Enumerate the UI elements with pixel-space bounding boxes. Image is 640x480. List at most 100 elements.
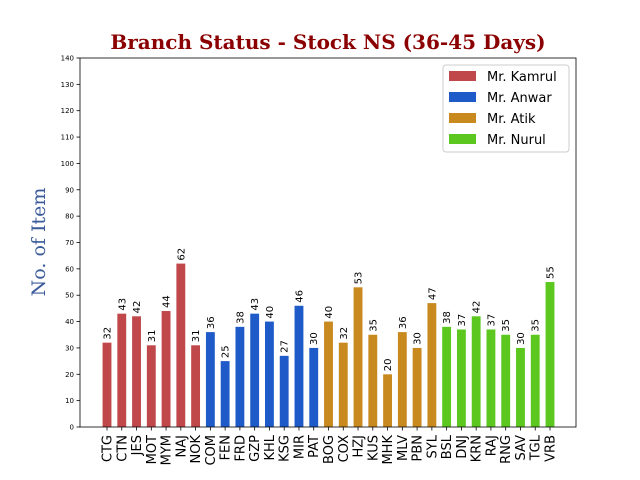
y-tick-label: 60 [65,265,74,273]
x-tick-label-syl: SYL [425,434,440,458]
bar-pbn [412,347,422,427]
value-label-nok: 31 [191,330,202,343]
x-tick-label-bsl: BSL [440,434,455,459]
y-tick-label: 140 [61,55,74,63]
value-label-pat: 30 [309,332,320,345]
x-tick-label-tgl: TGL [529,434,544,461]
x-tick-label-mym: MYM [160,435,175,465]
bar-fen [220,361,230,427]
bar-nok [191,345,201,427]
legend: Mr. Kamrul Mr. Anwar Mr. Atik Mr. Nurul [442,64,570,153]
bar-rng [501,334,511,427]
value-label-sav: 30 [516,332,527,345]
bar-mlv [397,332,407,427]
bar-mym [161,311,171,427]
value-label-bog: 40 [324,306,335,319]
bar-krn [471,316,481,427]
x-tick-label-pbn: PBN [411,435,426,461]
x-tick-label-ksg: KSG [278,435,293,462]
bar-bog [324,321,333,427]
value-label-naj: 62 [176,248,187,261]
value-label-raj: 37 [486,314,497,327]
x-tick-label-khl: KHL [263,434,278,460]
y-tick-label: 40 [65,318,74,326]
x-tick-label-dnj: DNJ [455,435,470,459]
x-tick-label-bog: BOG [322,435,337,464]
x-tick-label-gzp: GZP [248,435,263,462]
x-tick-label-fen: FEN [219,435,234,460]
bar-syl [427,303,437,427]
bar-ctn [117,313,127,427]
x-tick-label-rng: RNG [499,435,514,464]
value-label-mot: 31 [147,330,158,343]
value-label-com: 36 [206,316,217,329]
value-label-khl: 40 [265,306,276,319]
x-tick-label-raj: RAJ [484,435,499,456]
bar-ksg [279,355,289,427]
bar-mot [146,345,156,427]
bar-naj [176,263,186,427]
y-tick-label: 130 [61,81,74,89]
x-tick-label-mot: MOT [145,435,160,464]
legend-label-2: Mr. Anwar [487,91,552,106]
bar-tgl [530,334,540,427]
value-label-jes: 42 [132,301,143,314]
value-label-gzp: 43 [250,298,261,311]
bar-mir [294,305,304,427]
value-label-bsl: 38 [442,311,453,324]
value-label-syl: 47 [427,287,438,300]
value-label-mym: 44 [162,295,173,308]
x-tick-label-mhk: MHK [381,435,396,465]
x-tick-label-vrb: VRB [544,435,559,462]
bar-ctg [102,342,112,427]
value-label-rng: 35 [501,319,512,332]
value-label-hzj: 53 [354,272,365,285]
x-tick-label-mlv: MLV [396,435,411,461]
value-label-cox: 32 [339,327,350,340]
y-tick-label: 30 [65,344,74,352]
value-label-frd: 38 [235,311,246,324]
bar-vrb [545,282,555,427]
y-tick-label: 70 [65,239,74,247]
value-label-ksg: 27 [280,340,291,353]
x-tick-label-ctg: CTG [101,435,116,462]
x-tick-label-nok: NOK [189,435,204,464]
x-tick-label-krn: KRN [470,435,485,462]
bar-jes [132,316,141,427]
bar-com [205,332,215,427]
value-label-pbn: 30 [413,332,424,345]
value-label-kus: 35 [368,319,379,332]
x-tick-label-com: COM [204,435,219,466]
x-tick-label-jes: JES [130,435,145,456]
legend-swatch-4 [449,134,476,144]
x-tick-label-pat: PAT [307,435,322,458]
bar-cox [338,342,348,427]
legend-box [442,64,570,153]
value-label-fen: 25 [221,345,232,358]
bar-dnj [456,329,466,427]
value-label-mir: 46 [294,290,305,303]
legend-swatch-3 [449,113,476,123]
y-tick-label: 90 [65,186,74,194]
legend-label-1: Mr. Kamrul [487,70,557,85]
bar-sav [516,347,525,427]
x-tick-label-hzj: HZJ [352,435,367,458]
y-tick-label: 110 [61,134,74,142]
x-tick-label-sav: SAV [514,435,529,461]
y-tick-label: 20 [65,371,74,379]
legend-swatch-1 [449,71,476,81]
x-tick-label-mir: MIR [292,435,307,459]
x-tick-label-cox: COX [337,435,352,462]
y-tick-label: 10 [65,397,74,405]
legend-label-4: Mr. Nurul [487,133,546,148]
bar-khl [265,321,274,427]
value-label-tgl: 35 [531,319,542,332]
value-label-krn: 42 [472,301,483,314]
bar-kus [368,334,378,427]
x-tick-label-naj: NAJ [174,435,189,457]
y-tick-label: 50 [65,292,74,300]
x-tick-label-kus: KUS [366,435,381,461]
value-label-mlv: 36 [398,316,409,329]
y-tick-label: 120 [61,107,74,115]
